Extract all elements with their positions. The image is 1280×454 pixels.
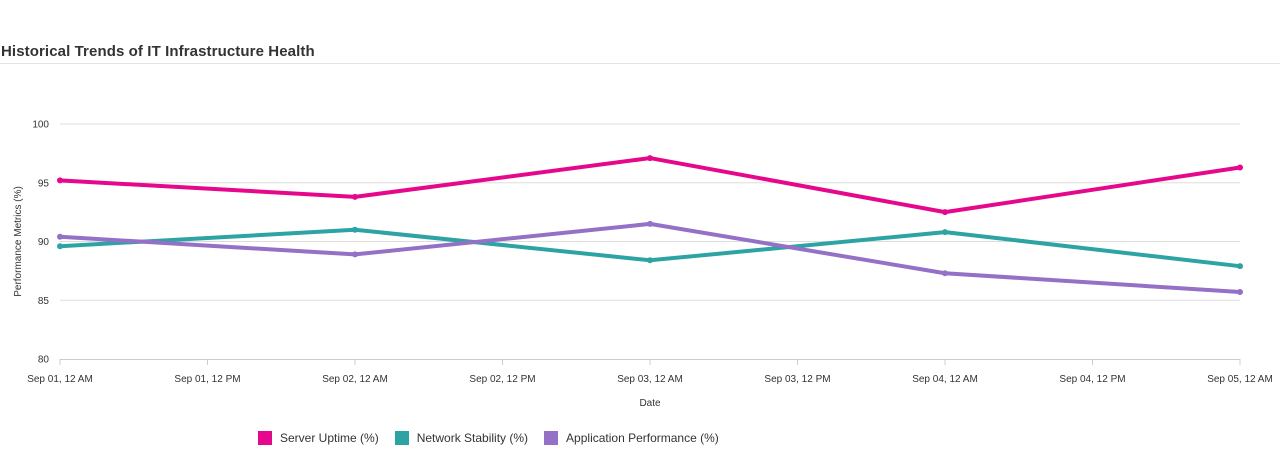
legend-item[interactable]: Server Uptime (%) <box>258 431 379 445</box>
legend-item[interactable]: Network Stability (%) <box>394 431 529 445</box>
legend-item[interactable]: Application Performance (%) <box>544 431 719 445</box>
data-point[interactable] <box>1237 164 1243 171</box>
data-point[interactable] <box>352 226 358 233</box>
data-point[interactable] <box>352 193 358 200</box>
chart-title: Historical Trends of IT Infrastructure H… <box>1 43 315 60</box>
data-point[interactable] <box>352 251 358 258</box>
data-point[interactable] <box>57 243 63 250</box>
legend-swatch <box>258 431 272 445</box>
data-point[interactable] <box>942 229 948 236</box>
y-tick-label: 80 <box>38 355 50 366</box>
x-axis-title: Date <box>639 398 661 409</box>
series-line-1 <box>58 156 1242 215</box>
chart-legend: Server Uptime (%) Network Stability (%) Ap… <box>258 430 735 446</box>
data-point[interactable] <box>942 270 948 277</box>
y-axis-title: Performance Metrics (%) <box>13 186 24 297</box>
data-point[interactable] <box>647 155 653 162</box>
x-tick-label: Sep 02, 12 AM <box>322 374 388 385</box>
chart-header: Historical Trends of IT Infrastructure H… <box>0 0 1280 64</box>
data-point[interactable] <box>1237 289 1243 296</box>
y-tick-label: 90 <box>38 237 50 248</box>
data-point[interactable] <box>57 233 63 240</box>
x-tick-label: Sep 04, 12 PM <box>1059 374 1125 385</box>
legend-label: Server Uptime (%) <box>280 431 379 445</box>
axes: 80 85 90 95 100 Sep 01, 12 AM Sep 01, 12 PM Sep… <box>27 120 1273 386</box>
x-tick-label: Sep 01, 12 PM <box>174 374 240 385</box>
x-tick-label: Sep 02, 12 PM <box>469 374 535 385</box>
series-layer <box>57 155 1243 296</box>
data-point[interactable] <box>1237 263 1243 270</box>
data-point[interactable] <box>57 177 63 184</box>
legend-label: Network Stability (%) <box>416 431 529 445</box>
data-point[interactable] <box>647 220 653 227</box>
legend-label: Application Performance (%) <box>566 431 719 445</box>
x-tick-label: Sep 04, 12 AM <box>912 374 978 385</box>
data-point[interactable] <box>647 257 653 264</box>
x-tick-label: Sep 01, 12 AM <box>27 374 93 385</box>
y-tick-label: 100 <box>32 120 49 131</box>
y-tick-label: 85 <box>38 296 50 307</box>
legend-swatch <box>394 431 409 445</box>
x-tick-label: Sep 03, 12 PM <box>764 374 830 385</box>
x-tick-label: Sep 03, 12 AM <box>617 374 683 385</box>
legend-swatch <box>544 431 559 445</box>
y-tick-label: 95 <box>38 178 50 189</box>
data-point[interactable] <box>942 209 948 216</box>
x-tick-label: Sep 05, 12 AM <box>1207 374 1273 385</box>
gridlines <box>60 123 1240 301</box>
